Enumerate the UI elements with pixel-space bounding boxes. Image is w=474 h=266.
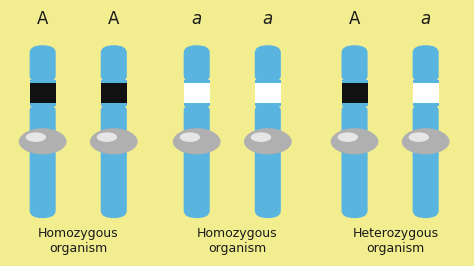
FancyBboxPatch shape [412,103,439,218]
Ellipse shape [331,129,378,154]
Text: Homozygous
organism: Homozygous organism [38,227,118,255]
FancyBboxPatch shape [29,103,56,218]
Bar [183,81,210,106]
Bar [420,128,431,154]
Bar [108,128,119,154]
FancyBboxPatch shape [100,45,127,83]
Ellipse shape [251,132,271,142]
Bar [349,128,360,154]
Text: a: a [420,10,431,28]
FancyBboxPatch shape [341,45,368,83]
Ellipse shape [402,129,449,154]
FancyBboxPatch shape [183,45,210,83]
Ellipse shape [403,128,448,154]
Bar [191,128,202,154]
Bar [412,81,439,106]
Ellipse shape [26,132,46,142]
Ellipse shape [19,129,66,154]
Text: a: a [263,10,273,28]
Ellipse shape [174,128,219,154]
FancyBboxPatch shape [255,45,281,83]
Ellipse shape [245,128,291,154]
Bar [100,83,127,103]
Ellipse shape [244,129,292,154]
Ellipse shape [20,128,65,154]
FancyBboxPatch shape [255,103,281,218]
FancyBboxPatch shape [341,103,368,218]
FancyBboxPatch shape [29,45,56,83]
Text: A: A [108,10,119,28]
Text: A: A [349,10,360,28]
Bar [341,83,368,103]
Bar [341,81,368,106]
Ellipse shape [337,132,358,142]
Bar [262,128,273,154]
Ellipse shape [409,132,429,142]
FancyBboxPatch shape [100,103,127,218]
Bar [412,83,439,103]
Text: A: A [37,10,48,28]
Text: Heterozygous
organism: Heterozygous organism [353,227,439,255]
Text: Homozygous
organism: Homozygous organism [197,227,277,255]
Bar [255,83,281,103]
Ellipse shape [173,129,220,154]
Bar [255,81,281,106]
Ellipse shape [97,132,117,142]
FancyBboxPatch shape [412,45,439,83]
FancyBboxPatch shape [183,103,210,218]
Bar [100,81,127,106]
Text: a: a [191,10,202,28]
Ellipse shape [332,128,377,154]
Ellipse shape [90,129,137,154]
Bar [183,83,210,103]
Ellipse shape [91,128,137,154]
Bar [29,81,55,106]
Bar [37,128,48,154]
Ellipse shape [180,132,200,142]
Bar [29,83,55,103]
